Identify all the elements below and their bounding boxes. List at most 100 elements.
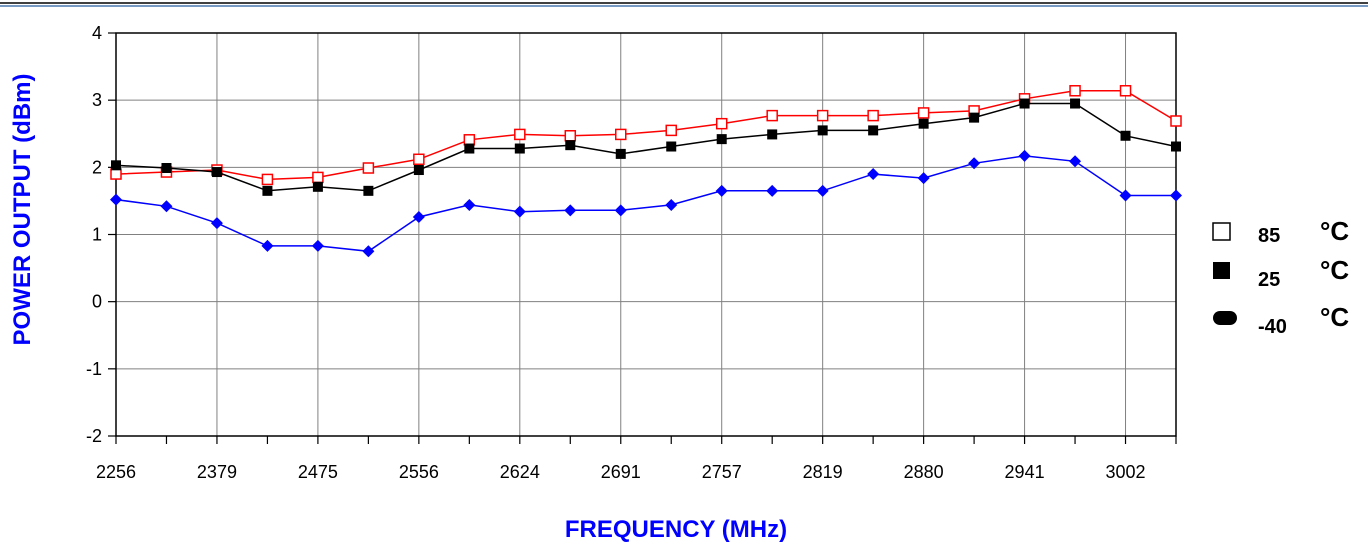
y-tick-label: 0 <box>92 292 102 312</box>
axis-ticks: 4 3 2 1 0 -1 -2 2256 2379 2475 2556 2624 2691 2757 281… <box>86 23 1177 482</box>
data-point <box>615 128 627 141</box>
data-point <box>261 239 274 252</box>
data-point <box>1018 149 1031 162</box>
data-point <box>766 109 778 122</box>
x-tick-label: 2757 <box>702 462 742 482</box>
x-tick-label: 3002 <box>1106 462 1146 482</box>
data-point <box>969 112 980 123</box>
legend-unit: °C <box>1320 302 1349 332</box>
y-tick-label: 3 <box>92 90 102 110</box>
y-tick-label: 2 <box>92 157 102 177</box>
data-point <box>766 184 779 197</box>
data-point <box>110 193 122 206</box>
x-tick-label: 2379 <box>197 462 237 482</box>
legend-item-85: 85 °C <box>1212 216 1349 247</box>
data-point <box>918 118 929 129</box>
data-point <box>868 125 879 136</box>
data-point <box>1170 115 1182 127</box>
data-point <box>262 185 273 196</box>
legend-label: -40 <box>1258 316 1287 338</box>
data-point <box>412 211 425 224</box>
data-point <box>111 160 121 171</box>
data-point <box>867 109 879 122</box>
data-point <box>614 204 627 217</box>
legend-swatch-open-square <box>1212 222 1231 241</box>
legend-item-minus40: -40 °C <box>1213 302 1349 338</box>
data-series <box>110 85 1182 258</box>
series-line <box>115 102 1177 192</box>
data-point <box>464 143 475 154</box>
data-point <box>1069 85 1081 97</box>
data-point <box>1119 85 1132 97</box>
data-point <box>311 239 324 252</box>
data-point <box>1070 98 1081 109</box>
series-line <box>115 90 1177 181</box>
legend-label: 25 <box>1258 269 1280 291</box>
data-point <box>1120 130 1131 141</box>
x-tick-label: 2691 <box>601 462 641 482</box>
data-point <box>1019 98 1030 109</box>
y-tick-label: -2 <box>86 426 102 446</box>
data-point <box>767 129 778 140</box>
data-point <box>917 107 930 119</box>
data-point <box>1119 189 1132 202</box>
data-point <box>160 200 173 213</box>
x-tick-label: 2880 <box>904 462 944 482</box>
legend-unit: °C <box>1320 255 1349 285</box>
data-point <box>363 185 374 196</box>
legend-label: 85 <box>1258 225 1280 247</box>
legend-unit: °C <box>1320 216 1349 246</box>
data-point <box>463 134 476 146</box>
data-point <box>716 134 727 145</box>
data-point <box>867 168 880 181</box>
x-tick-label: 2475 <box>298 462 338 482</box>
series-25-c <box>111 98 1181 196</box>
y-axis-title: POWER OUTPUT (dBm) <box>9 74 36 346</box>
legend: 85 °C 25 °C -40 °C <box>1212 216 1349 338</box>
legend-swatch-rounded <box>1213 311 1237 325</box>
series-line <box>115 155 1176 253</box>
y-tick-label: -1 <box>86 359 102 379</box>
data-point <box>817 125 828 136</box>
data-point <box>261 173 274 186</box>
data-point <box>1170 189 1182 202</box>
data-point <box>362 162 375 174</box>
data-point <box>463 198 476 211</box>
y-tick-label: 4 <box>92 23 102 43</box>
data-point <box>362 245 375 258</box>
data-point <box>312 181 323 192</box>
legend-swatch-filled-square <box>1213 262 1230 279</box>
data-point <box>615 148 626 159</box>
data-point <box>564 130 577 142</box>
data-point <box>968 157 981 170</box>
data-point <box>564 204 577 217</box>
y-tick-label: 1 <box>92 225 102 245</box>
data-point <box>312 171 324 184</box>
data-point <box>413 153 425 166</box>
x-tick-label: 2256 <box>96 462 136 482</box>
data-point <box>715 117 728 130</box>
data-point <box>413 165 424 176</box>
x-tick-label: 2556 <box>399 462 439 482</box>
x-tick-label: 2624 <box>500 462 540 482</box>
data-point <box>1069 155 1082 168</box>
data-point <box>1171 141 1181 152</box>
data-point <box>816 109 829 122</box>
grid-lines <box>115 32 1176 437</box>
data-point <box>666 141 677 152</box>
x-tick-label: 2941 <box>1005 462 1045 482</box>
data-point <box>565 140 576 151</box>
data-point <box>514 128 526 141</box>
x-axis-title: FREQUENCY (MHz) <box>565 516 787 543</box>
data-point <box>210 217 223 230</box>
data-point <box>816 184 829 197</box>
data-point <box>514 143 525 154</box>
data-point <box>665 198 678 211</box>
data-point <box>665 124 677 137</box>
x-tick-label: 2819 <box>803 462 843 482</box>
data-point <box>211 167 222 178</box>
data-point <box>715 184 728 197</box>
data-point <box>110 168 122 180</box>
series-minus40-c <box>110 149 1182 258</box>
data-point <box>917 172 930 185</box>
